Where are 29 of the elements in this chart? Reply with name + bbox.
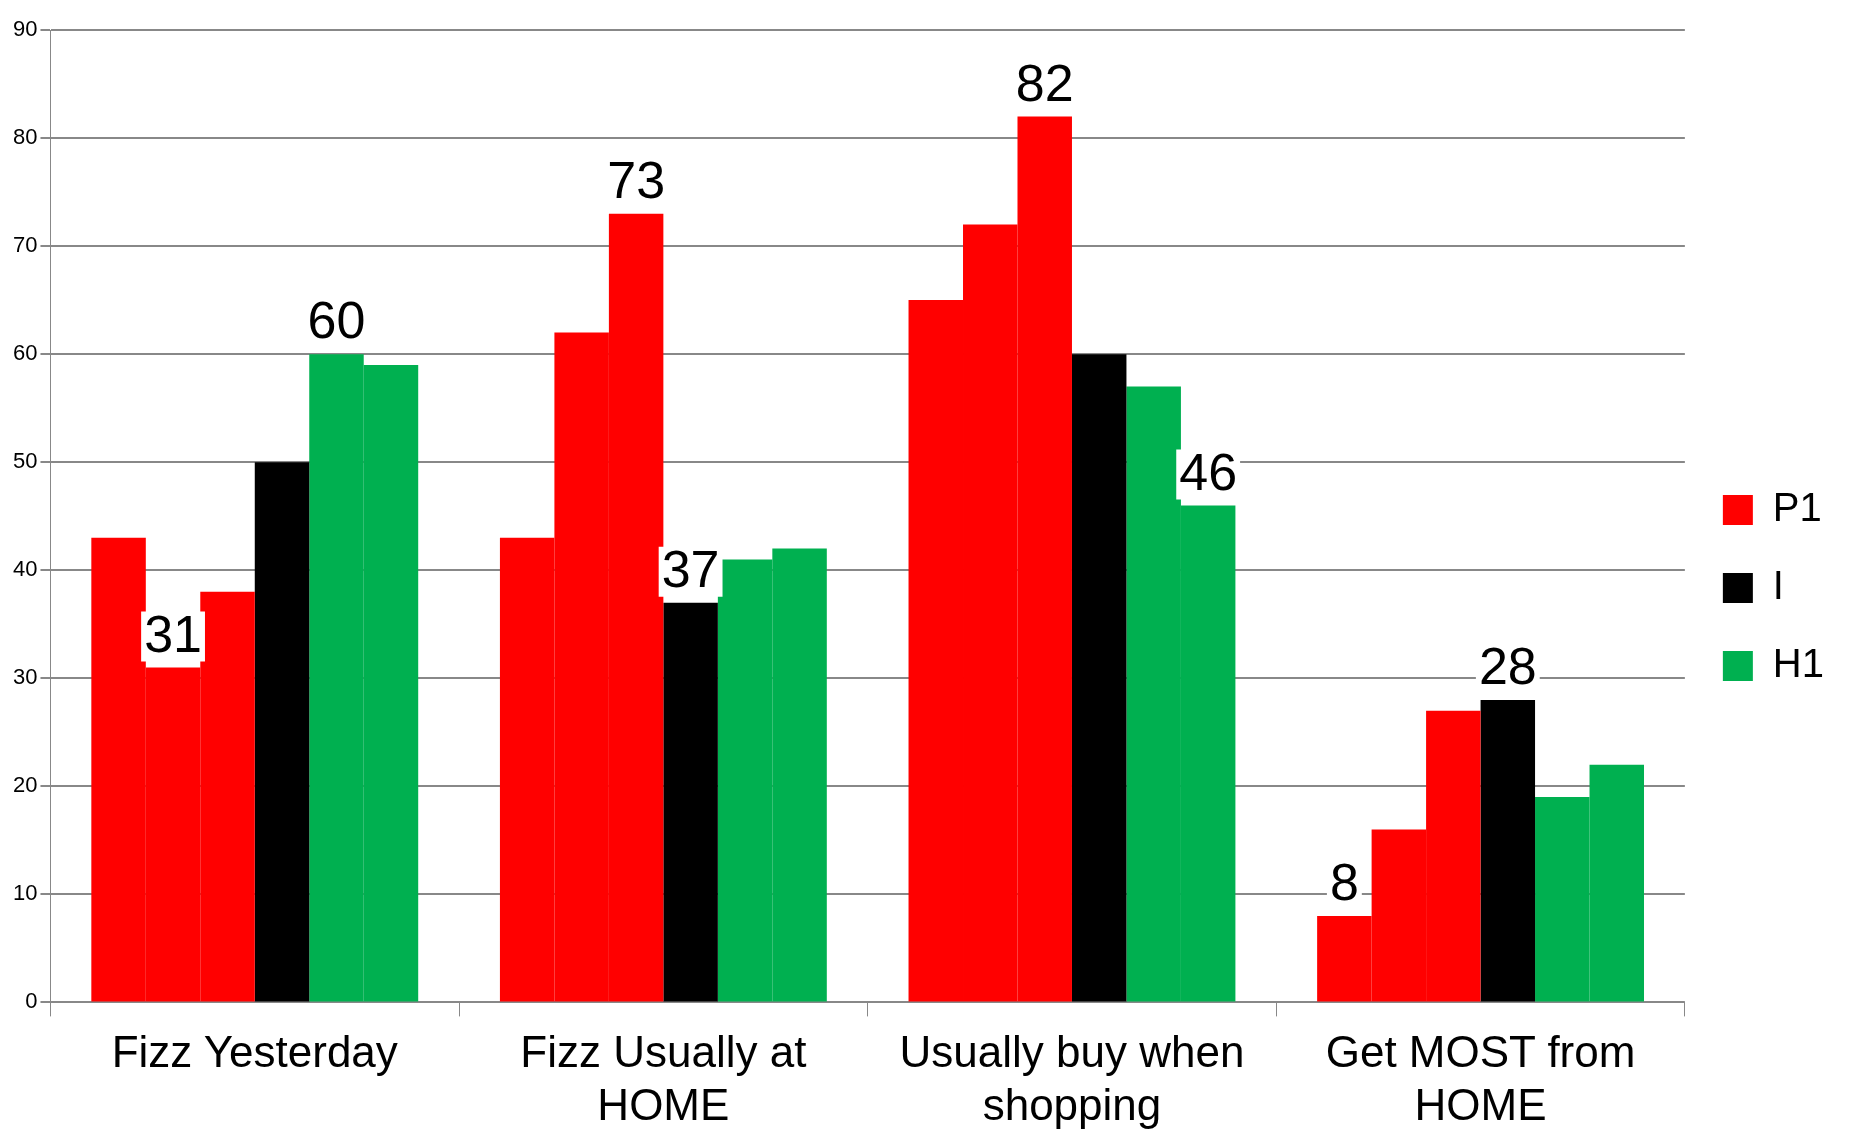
data-label: 73 [607,151,666,210]
bar [254,462,310,1002]
y-tick-label: 40 [12,556,38,582]
data-label: 8 [1329,853,1359,912]
y-tick-label: 80 [12,124,38,150]
legend-label: I [1772,563,1784,608]
y-tick-label: 50 [12,448,38,474]
bar [1071,354,1127,1002]
x-tick-label: Fizz Yesterday [111,1026,398,1076]
y-tick-label: 30 [12,664,38,690]
bar [1480,699,1536,1002]
y-tick-label: 20 [12,772,38,798]
legend-label: H1 [1772,641,1825,686]
legend-label: P1 [1772,485,1822,530]
y-tick-label: 70 [12,232,38,258]
y-tick-label: 60 [12,340,38,366]
y-tick-label: 10 [12,880,38,906]
data-label: 28 [1478,637,1537,696]
y-tick-label: 90 [12,16,38,42]
data-label: 60 [307,291,366,350]
data-label: 31 [144,604,202,663]
data-label: 46 [1179,442,1238,501]
x-tick-label: Get MOST from HOME [1325,1026,1636,1129]
data-label: 82 [1015,53,1074,112]
y-tick-label: 0 [25,988,38,1014]
x-tick-label: Usually buy when shopping [899,1026,1245,1129]
data-label: 37 [661,539,720,598]
bar [663,602,718,1002]
x-tick-label: Fizz Usually at HOME [520,1026,807,1129]
